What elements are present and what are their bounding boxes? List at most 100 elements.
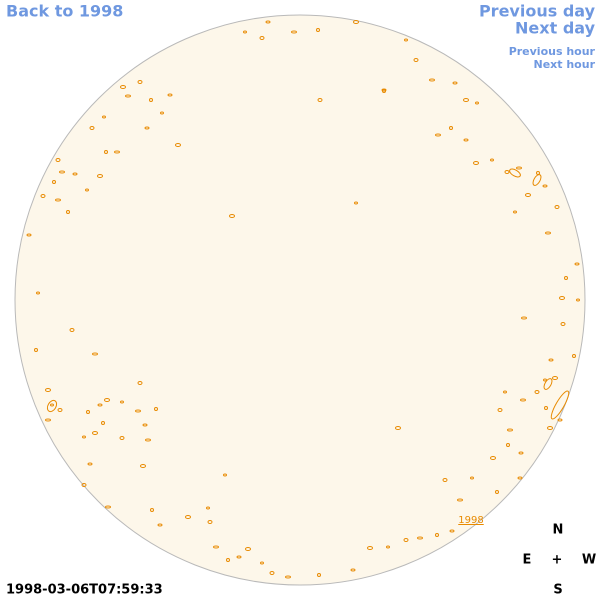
contour	[119, 436, 125, 440]
contour	[72, 172, 78, 176]
contour	[547, 426, 553, 430]
contour	[34, 348, 38, 352]
contour	[206, 506, 210, 510]
contour	[517, 476, 523, 480]
year-label[interactable]: 1998	[458, 515, 483, 526]
contour	[213, 545, 219, 549]
contour	[101, 421, 105, 425]
contour	[104, 150, 108, 154]
contour	[40, 194, 46, 198]
contour	[507, 428, 513, 432]
contour	[552, 376, 558, 380]
contour	[350, 568, 356, 572]
contour	[291, 30, 297, 34]
previous-day-link[interactable]: Previous day	[479, 2, 596, 21]
contour	[367, 546, 373, 550]
contour	[503, 390, 507, 394]
contour	[185, 515, 191, 519]
contour	[386, 545, 390, 549]
contour	[245, 547, 251, 551]
contour	[559, 296, 565, 300]
contour	[457, 498, 463, 502]
contour	[45, 418, 51, 422]
contour	[516, 166, 522, 170]
contour	[316, 28, 320, 32]
next-day-link[interactable]: Next day	[515, 19, 596, 38]
compass-east: E	[523, 553, 532, 568]
contour	[140, 464, 146, 468]
contour	[354, 201, 358, 205]
contour	[449, 126, 453, 130]
contour	[137, 80, 143, 84]
contour	[509, 168, 521, 178]
contour	[55, 158, 61, 162]
contour	[120, 85, 126, 89]
contour	[66, 210, 70, 214]
contour	[105, 505, 111, 509]
contour	[442, 478, 448, 482]
contour	[260, 561, 264, 565]
contour	[265, 20, 271, 24]
compass-center: +	[552, 553, 563, 568]
contour	[207, 520, 213, 524]
contour	[463, 98, 469, 102]
contour	[560, 322, 566, 326]
contour	[57, 408, 63, 412]
contour	[404, 38, 408, 42]
contour	[497, 408, 503, 412]
next-hour-link[interactable]: Next hour	[534, 58, 596, 71]
contour	[167, 93, 173, 97]
contour	[353, 20, 359, 24]
contour	[475, 101, 479, 105]
contour	[145, 438, 151, 442]
contour	[142, 423, 148, 427]
contour	[175, 143, 181, 147]
contour	[452, 81, 458, 85]
contour	[317, 573, 321, 577]
contour	[403, 538, 409, 542]
contour	[543, 378, 547, 382]
contour	[269, 571, 275, 575]
contour	[413, 58, 419, 62]
compass-south: S	[553, 583, 562, 598]
contour	[534, 390, 540, 394]
contour	[506, 443, 510, 447]
contour	[149, 98, 153, 102]
contour	[45, 388, 51, 392]
contour	[81, 483, 87, 487]
contour	[520, 398, 526, 402]
contour	[46, 399, 58, 413]
contour	[55, 198, 61, 202]
contour	[236, 555, 242, 559]
contour	[150, 508, 154, 512]
contour	[259, 36, 265, 40]
contour	[504, 170, 510, 174]
contour	[395, 426, 401, 430]
contour	[495, 490, 499, 494]
contour	[543, 378, 553, 390]
contour	[554, 205, 560, 209]
contour	[542, 184, 548, 188]
contour	[69, 328, 75, 332]
contour	[97, 403, 103, 407]
contour	[102, 115, 106, 119]
contour	[104, 398, 110, 402]
contour	[59, 170, 65, 174]
previous-hour-link[interactable]: Previous hour	[509, 45, 596, 58]
contour	[154, 407, 158, 411]
contours	[26, 20, 580, 579]
contour	[429, 78, 435, 82]
contour	[26, 233, 32, 237]
contour	[229, 214, 235, 218]
contour	[435, 133, 441, 137]
contour	[92, 431, 98, 435]
back-link[interactable]: Back to 1998	[6, 2, 123, 21]
compass-north: N	[553, 523, 564, 538]
contour	[513, 210, 517, 214]
timestamp: 1998-03-06T07:59:33	[6, 583, 163, 598]
compass-west: W	[582, 553, 596, 568]
contour	[50, 403, 54, 407]
contour	[473, 161, 479, 165]
